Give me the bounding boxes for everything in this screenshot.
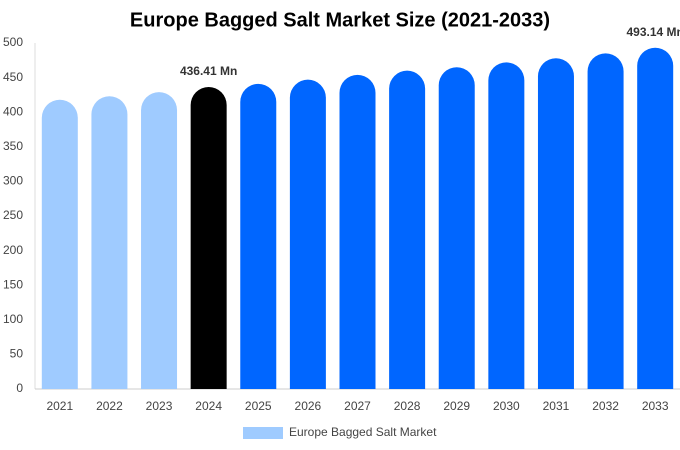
y-tick-label: 100 bbox=[3, 312, 23, 326]
bar bbox=[91, 96, 128, 389]
x-tick-label: 2024 bbox=[195, 399, 222, 413]
x-tick-label: 2025 bbox=[245, 399, 272, 413]
x-tick-label: 2027 bbox=[344, 399, 371, 413]
bar bbox=[289, 79, 326, 390]
bar bbox=[537, 58, 574, 390]
x-tick-label: 2030 bbox=[493, 399, 520, 413]
x-tick-label: 2021 bbox=[46, 399, 73, 413]
y-tick-label: 250 bbox=[3, 208, 23, 222]
y-tick-label: 450 bbox=[3, 70, 23, 84]
bar bbox=[488, 62, 525, 390]
bar bbox=[240, 83, 277, 389]
bar bbox=[41, 99, 78, 389]
value-label: 493.14 Mn bbox=[627, 25, 680, 39]
bar bbox=[190, 87, 227, 390]
x-tick-label: 2032 bbox=[592, 399, 619, 413]
legend-swatch bbox=[243, 427, 283, 439]
y-tick-label: 0 bbox=[16, 381, 23, 395]
x-tick-label: 2023 bbox=[146, 399, 173, 413]
bar bbox=[339, 74, 376, 389]
y-tick-label: 150 bbox=[3, 277, 23, 291]
x-tick-label: 2026 bbox=[295, 399, 322, 413]
x-tick-label: 2033 bbox=[642, 399, 669, 413]
x-tick-label: 2031 bbox=[543, 399, 570, 413]
y-tick-label: 400 bbox=[3, 104, 23, 118]
value-label: 436.41 Mn bbox=[180, 64, 237, 78]
y-tick-label: 300 bbox=[3, 174, 23, 188]
x-tick-label: 2028 bbox=[394, 399, 421, 413]
x-tick-label: 2022 bbox=[96, 399, 123, 413]
bar bbox=[637, 47, 674, 389]
chart-title: Europe Bagged Salt Market Size (2021-203… bbox=[130, 9, 550, 31]
bar bbox=[389, 70, 426, 390]
bar bbox=[438, 67, 475, 389]
bar bbox=[141, 92, 178, 389]
x-tick-label: 2029 bbox=[443, 399, 470, 413]
y-tick-label: 50 bbox=[10, 347, 24, 361]
y-tick-label: 500 bbox=[3, 35, 23, 49]
y-tick-label: 350 bbox=[3, 139, 23, 153]
bar bbox=[587, 53, 624, 389]
legend-label: Europe Bagged Salt Market bbox=[289, 425, 437, 439]
y-tick-label: 200 bbox=[3, 243, 23, 257]
